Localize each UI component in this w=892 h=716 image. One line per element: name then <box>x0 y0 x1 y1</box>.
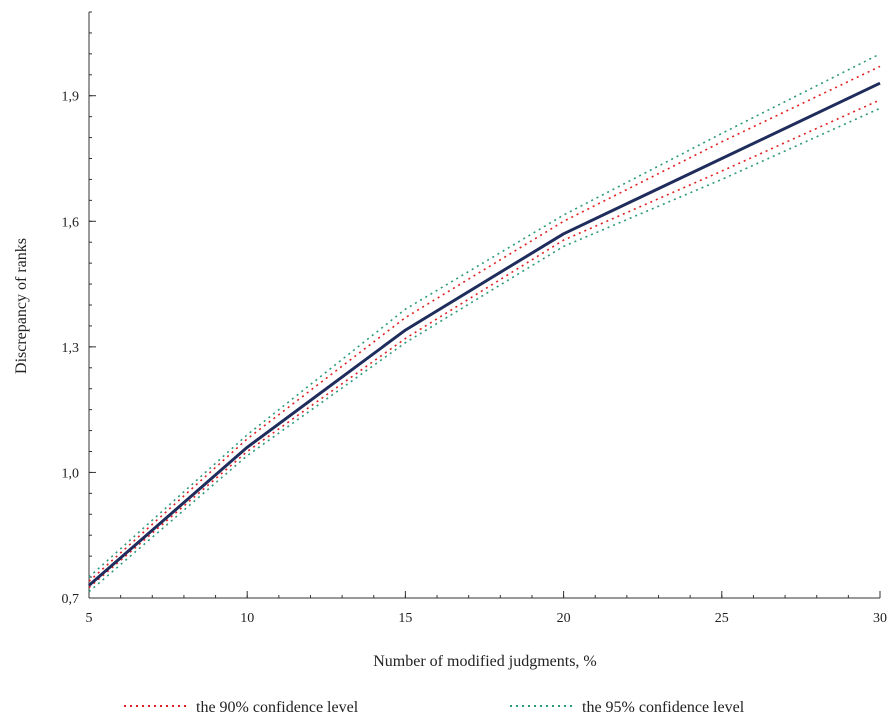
legend-label-95: the 95% confidence level <box>582 699 745 716</box>
series-group <box>88 53 881 593</box>
y-tick-label: 1,3 <box>62 341 80 356</box>
y-tick-label: 1,0 <box>62 466 80 481</box>
labels-group: Number of modified judgments, % Discrepa… <box>13 238 597 670</box>
x-axis-title: Number of modified judgments, % <box>373 653 597 670</box>
x-tick-label: 25 <box>715 611 729 626</box>
x-tick-label: 30 <box>873 611 887 626</box>
series-line-90-upper <box>88 65 881 582</box>
x-tick-label: 15 <box>398 611 412 626</box>
x-tick-label: 10 <box>240 611 254 626</box>
y-tick-label: 1,6 <box>62 215 80 230</box>
x-tick-label: 5 <box>86 611 93 626</box>
axes: 0,7 1,0 1,3 1,6 1,9 5 10 15 20 25 30 <box>62 11 887 626</box>
series-line-main <box>88 81 881 587</box>
series-line-95-upper <box>88 53 881 578</box>
series-line-95-lower <box>88 107 881 593</box>
x-tick-label: 20 <box>557 611 571 626</box>
legend-label-90: the 90% confidence level <box>196 699 359 716</box>
legend: the 90% confidence level the 95% confide… <box>124 699 745 716</box>
y-tick-label: 0,7 <box>62 592 80 607</box>
y-tick-label: 1,9 <box>62 90 80 105</box>
series-line-90-lower <box>88 99 881 589</box>
y-axis-title: Discrepancy of ranks <box>13 238 30 374</box>
